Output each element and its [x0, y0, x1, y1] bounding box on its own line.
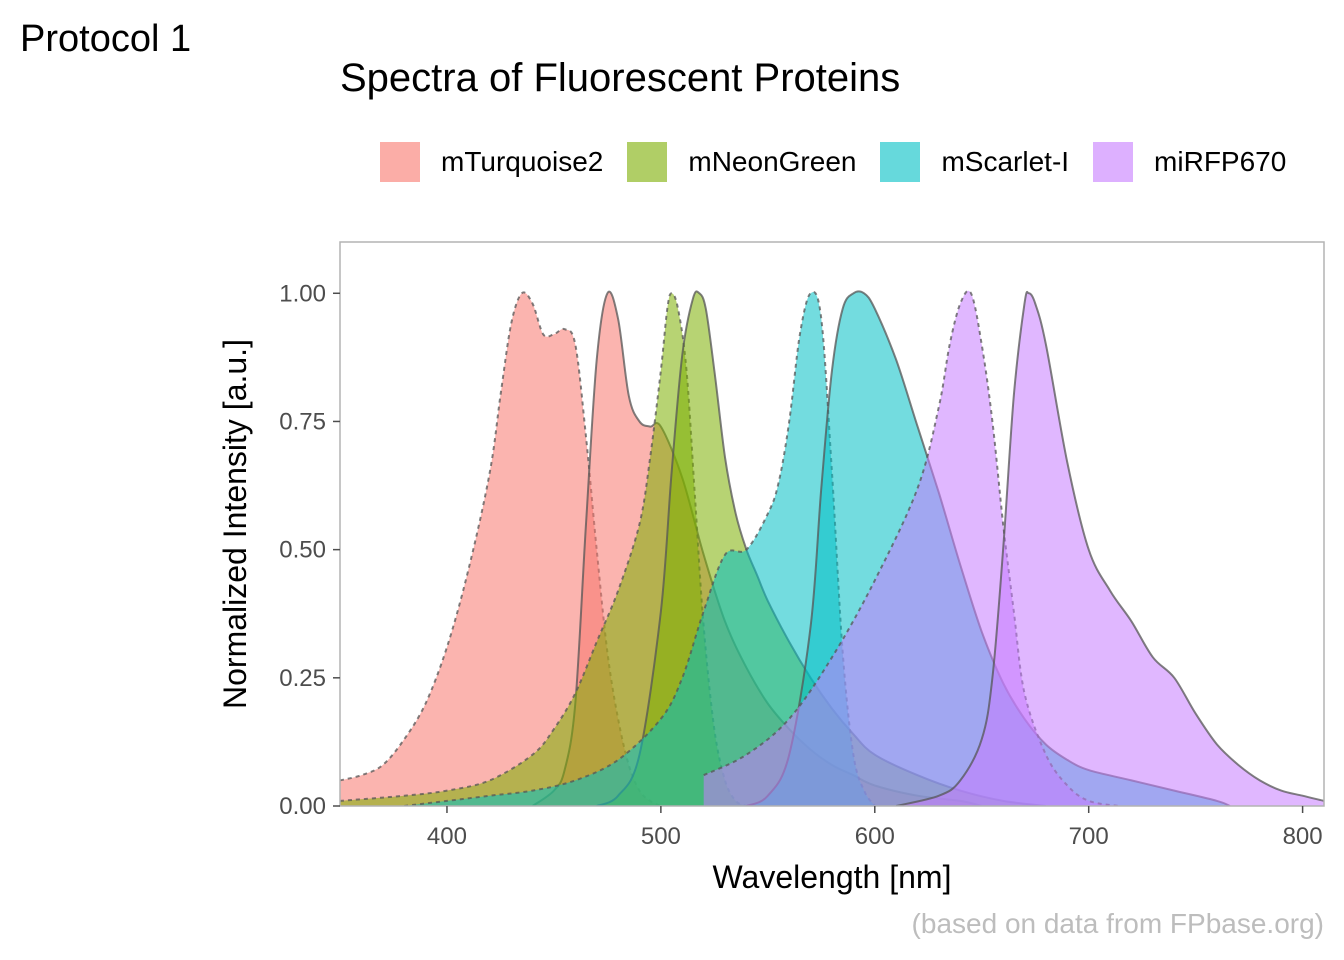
legend-item: mNeonGreen: [627, 142, 856, 182]
legend-key: [1093, 142, 1134, 182]
legend-key: [627, 142, 668, 182]
plot-tag-label: Protocol 1: [20, 18, 192, 60]
spectrum-area-excitation-2: [404, 291, 875, 806]
caption: (based on data from FPbase.org): [911, 908, 1324, 939]
legend-item: mScarlet-I: [880, 142, 1069, 182]
x-tick-label: 400: [427, 823, 467, 850]
spectra-group: [340, 289, 1324, 806]
y-axis-title: Normalized Intensity [a.u.]: [217, 339, 253, 709]
y-tick-label: 0.50: [279, 537, 326, 564]
x-tick-label: 600: [855, 823, 895, 850]
y-tick-label: 0.25: [279, 665, 326, 692]
spectrum-line-excitation-0: [340, 291, 662, 806]
spectrum-area-excitation-1: [340, 293, 747, 806]
y-tick-label: 0.00: [279, 793, 326, 820]
x-axis-title: Wavelength [nm]: [713, 859, 952, 895]
legend-label: mTurquoise2: [441, 146, 604, 177]
chart-title: Spectra of Fluorescent Proteins: [340, 56, 901, 100]
spectrum-line-emission-3: [895, 290, 1324, 806]
x-tick-label: 800: [1283, 823, 1323, 850]
x-tick-label: 700: [1069, 823, 1109, 850]
legend-key: [380, 142, 420, 182]
y-tick-label: 0.75: [279, 408, 326, 435]
plot-panel-border: [339, 241, 1325, 807]
legend: mTurquoise2 mNeonGreen mScarlet-I miRFP670: [380, 142, 1310, 182]
legend-key: [880, 142, 921, 182]
x-axis: 400 500 600 700 800: [427, 806, 1323, 850]
legend-item: miRFP670: [1093, 142, 1286, 182]
y-tick-label: 1.00: [279, 280, 326, 307]
legend-label: miRFP670: [1154, 146, 1287, 177]
y-axis: 0.00 0.25 0.50 0.75 1.00: [279, 280, 340, 820]
spectrum-area-emission-3: [896, 291, 1324, 806]
spectrum-line-excitation-2: [404, 291, 876, 806]
x-tick-label: 500: [641, 823, 681, 850]
legend-item: mTurquoise2: [380, 142, 603, 182]
legend-label: mScarlet-I: [941, 146, 1070, 177]
legend-label: mNeonGreen: [688, 146, 857, 177]
